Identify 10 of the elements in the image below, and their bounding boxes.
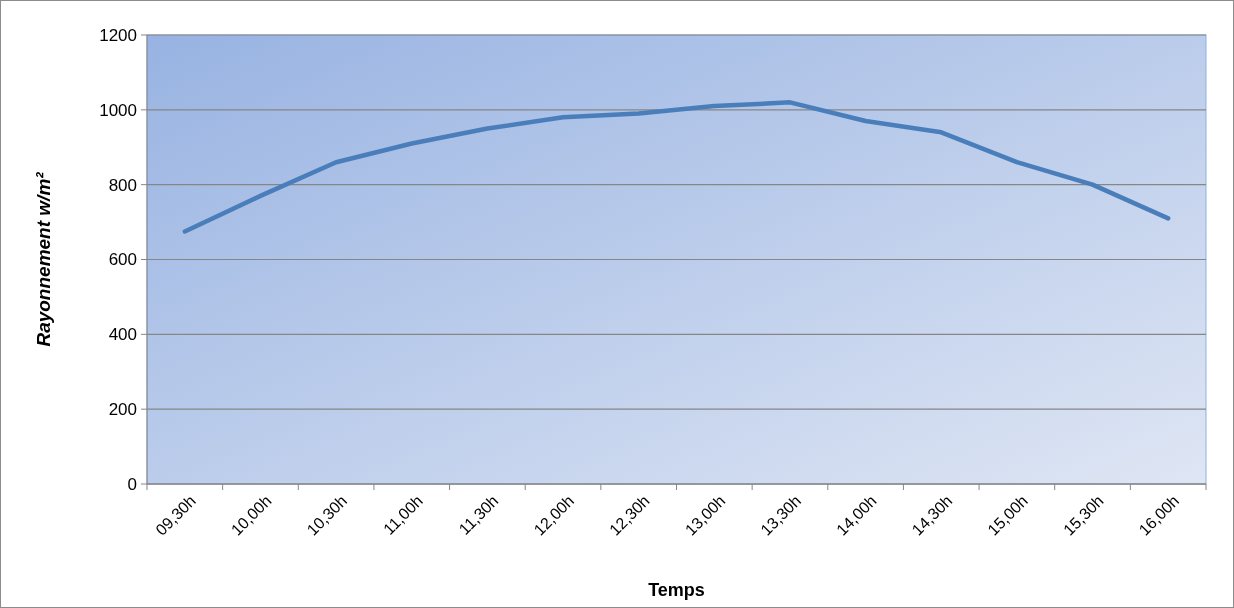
y-tick-label: 1000	[99, 100, 137, 120]
y-tick-label: 200	[108, 400, 137, 420]
y-tick-label: 800	[108, 175, 137, 195]
y-tick-label: 600	[108, 250, 137, 270]
y-tick-label: 1200	[99, 25, 137, 45]
y-axis-title: Rayonnement w/m²	[33, 171, 54, 347]
x-axis-title: Temps	[648, 580, 705, 600]
line-series	[182, 100, 1171, 234]
y-tick-label: 0	[127, 474, 137, 494]
y-tick-label: 400	[108, 325, 137, 345]
